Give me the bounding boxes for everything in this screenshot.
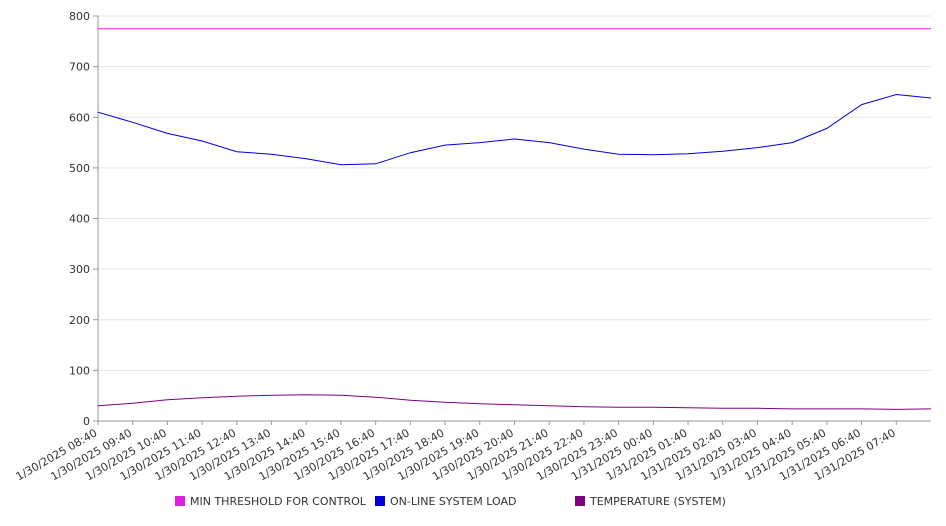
y-tick-label: 200 [69,314,90,327]
legend-swatch [175,496,185,506]
axes [93,15,931,425]
legend-swatch [575,496,585,506]
y-tick-label: 500 [69,162,90,175]
legend-swatch [375,496,385,506]
legend-label: ON-LINE SYSTEM LOAD [390,495,516,508]
series-line-1 [97,93,932,166]
series-lines [97,28,932,410]
y-tick-label: 700 [69,61,90,74]
legend: MIN THRESHOLD FOR CONTROL ON-LINE SYSTEM … [175,495,726,508]
y-tick-label: 400 [69,213,90,226]
y-tick-label: 100 [69,364,90,377]
legend-label: MIN THRESHOLD FOR CONTROL [190,495,367,508]
series-line-2 [97,394,932,410]
y-tick-label: 0 [83,415,90,428]
y-tick-label: 300 [69,263,90,276]
legend-label: TEMPERATURE (SYSTEM) [589,495,726,508]
x-tick-labels: 1/30/2025 08:401/30/2025 09:401/30/2025 … [14,426,898,483]
y-tick-label: 600 [69,111,90,124]
y-tick-label: 800 [69,10,90,23]
gridlines [98,15,931,422]
y-tick-labels: 0 100 200 300 400 500 600 700 800 [69,10,90,428]
